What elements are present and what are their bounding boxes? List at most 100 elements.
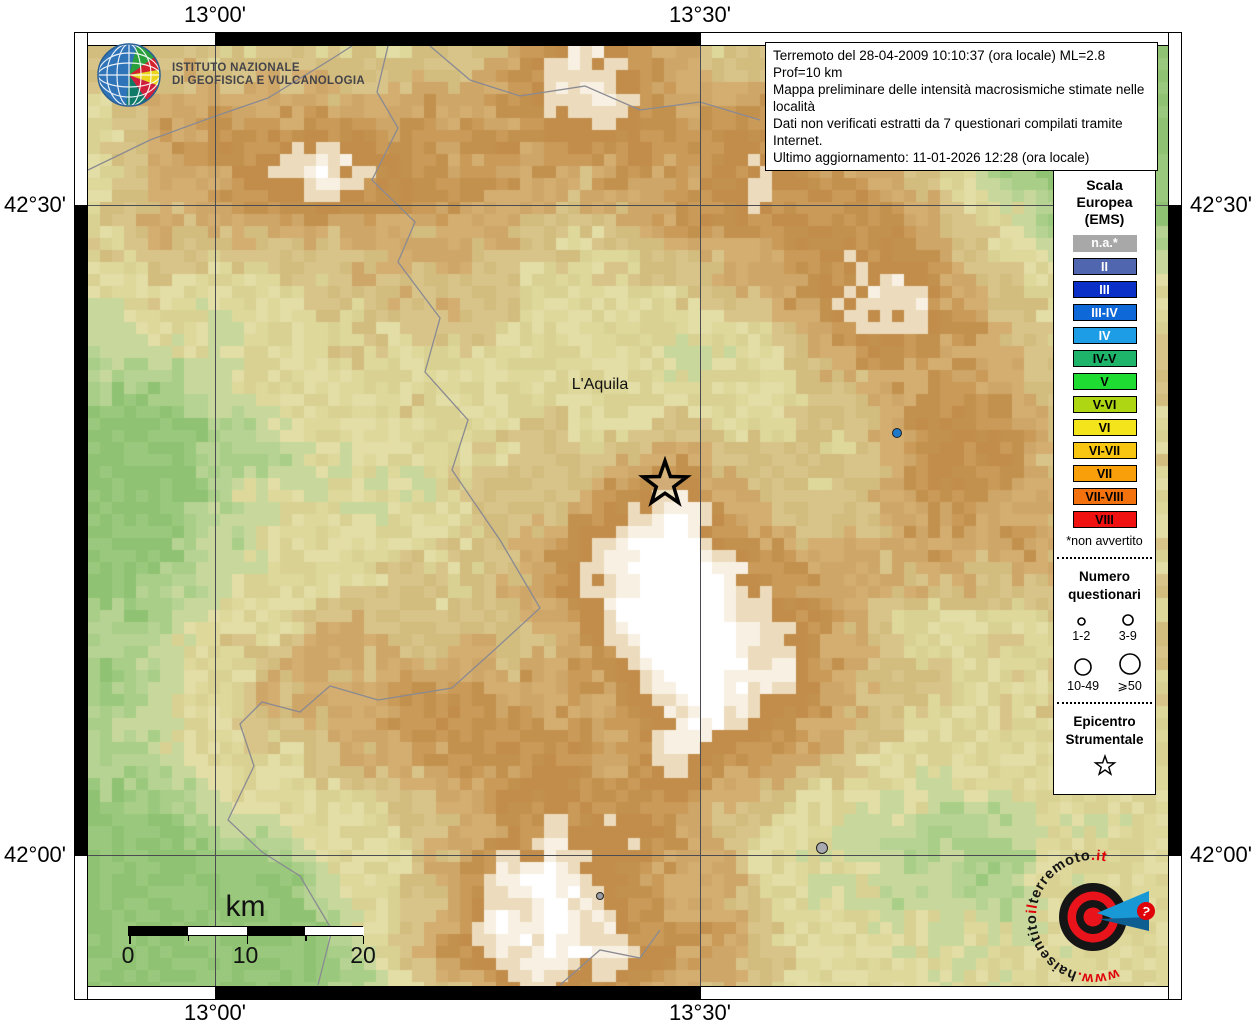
ingv-globe-icon [97,43,161,107]
axis-label-right-bottom: 42°00' [1190,842,1252,867]
scale-bar-label-20: 20 [350,942,376,968]
axis-label-right-top: 42°30' [1190,192,1252,217]
frame-band [1168,32,1182,206]
city-label-laquila: L'Aquila [571,376,629,393]
intensity-chip-iv: IV [1072,327,1137,344]
scale-bar-segment [187,927,247,935]
scale-bar-tick [129,936,131,944]
questionnaire-size-key: 1-2 3-9 10-49 ⩾50 [1054,613,1155,693]
legend-separator [1057,702,1152,704]
logo-speaker-cone-shadow [1099,917,1149,931]
ingv-name-line1: ISTITUTO NAZIONALE [172,61,300,74]
intensity-chip-v: V [1072,373,1137,390]
event-info-box: Terremoto del 28-04-2009 10:10:37 (ora l… [765,42,1158,171]
ingv-globe-slice [126,75,147,106]
questionnaire-circle-icon [1118,653,1141,675]
frame-band [1168,205,1182,856]
questionnaire-size-item: 10-49 [1067,657,1099,693]
ingv-globe-slice [129,69,160,86]
gridline-meridian-13-00 [215,46,216,986]
scale-bar-segment [305,927,364,935]
intensity-chip-iv-v: IV-V [1072,350,1137,367]
gridline-meridian-13-30 [700,46,701,986]
ingv-globe-slice [129,45,155,75]
scale-bar-tick [187,936,190,941]
scale-bar-segment [246,927,306,935]
frame-band [215,986,701,1000]
ingv-globe-slice [129,75,159,101]
questionnaire-size-label: ⩾50 [1117,679,1142,693]
frame-band [74,205,88,856]
event-info-line2: Mappa preliminare delle intensità macros… [773,82,1145,114]
questionnaire-size-label: 3-9 [1118,629,1137,643]
locality-dot-gray-large [816,842,828,854]
epicenter-key-title-line2: Strumentale [1065,732,1144,747]
questionnaire-count-title-line2: questionari [1068,587,1141,602]
questionnaire-circle-icon [1076,617,1086,626]
scale-bar [128,926,364,944]
legend-footnote: *non avvertito [1066,534,1143,548]
event-info-line3: Dati non verificati estratti da 7 questi… [773,116,1123,148]
scale-bar-tick [305,936,307,941]
intensity-chip-iii-iv: III-IV [1072,304,1137,321]
admin-boundaries-overlay [88,46,761,986]
epicenter-key-title-line1: Epicentro [1073,714,1136,729]
terrain-raster-map [88,46,1168,986]
questionnaire-count-title-line1: Numero [1078,569,1130,584]
questionnaire-circle-icon [1074,658,1092,676]
frame-band [74,32,88,206]
boundary-line [429,46,761,121]
questionnaire-size-item: ⩾50 [1117,652,1142,693]
intensity-chip-vii-viii: VII-VIII [1072,488,1137,505]
frame-band [74,986,216,1000]
legend-separator [1057,557,1152,559]
intensity-chip-viii: VIII [1072,511,1137,528]
legend-panel: Scala Europea (EMS) n.a.* II III III-IV IV IV… [1053,170,1156,795]
epicenter-star-icon [1092,753,1117,776]
intensity-chip-ii: II [1072,258,1137,275]
questionnaire-size-label: 1-2 [1072,629,1091,643]
haisentitoilterremoto-logo: ? www.haisentitoilterremoto.it [1024,848,1155,986]
map-scale-bar: km 0 10 20 [122,890,376,970]
scale-bar-labels: 0 10 20 [122,942,376,970]
axis-label-top-left: 13°00' [184,2,246,27]
logo-question-badge [1137,902,1155,920]
questionnaire-size-row: 10-49 ⩾50 [1054,652,1155,693]
boundary-line [88,46,353,171]
logo-core [1083,907,1103,927]
epicenter-star [638,455,692,507]
intensity-chip-vi: VI [1072,419,1137,436]
locality-dot-gray-small [596,892,604,900]
intensity-scale-chips: n.a.* II III III-IV IV IV-V V V-VI VI VI-VII VII VI… [1054,235,1155,528]
ingv-logo: ISTITUTO NAZIONALE DI GEOFISICA E VULCAN… [96,42,365,108]
locality-dot-blue [892,428,902,438]
questionnaire-size-row: 1-2 3-9 [1054,613,1155,643]
boundary-line [227,46,541,986]
scale-bar-label-0: 0 [121,942,135,968]
event-info-line4: Ultimo aggiornamento: 11-01-2026 12:28 (… [773,150,1090,165]
scale-bar-tick [362,936,364,944]
ingv-wordmark: ISTITUTO NAZIONALE DI GEOFISICA E VULCAN… [172,62,365,89]
legend-title-line: (EMS) [1084,211,1125,227]
questionnaire-circle-icon [1121,614,1134,626]
intensity-chip-v-vi: V-VI [1072,396,1137,413]
questionnaire-size-item: 1-2 [1072,616,1090,643]
scale-bar-label-10: 10 [232,942,259,968]
scale-bar-segment [129,927,188,935]
axis-label-top-right: 13°30' [669,2,731,27]
questionnaire-size-item: 3-9 [1119,613,1137,643]
event-info-line1: Terremoto del 28-04-2009 10:10:37 (ora l… [773,48,1106,80]
frame-band [1168,855,1182,1000]
boundary-line [559,929,661,986]
intensity-chip-vii: VII [1072,465,1137,482]
intensity-chip-vi-vii: VI-VII [1072,442,1137,459]
intensity-chip-iii: III [1072,281,1137,298]
legend-title-line: Europea [1076,194,1133,210]
questionnaire-size-label: 10-49 [1067,679,1100,693]
frame-band [74,855,88,1000]
gridline-parallel-42-00 [88,855,1168,856]
ingv-globe-slice [129,57,160,75]
ingv-name-line2: DI GEOFISICA E VULCANOLOGIA [172,75,365,87]
scale-bar-unit: km [225,890,266,923]
